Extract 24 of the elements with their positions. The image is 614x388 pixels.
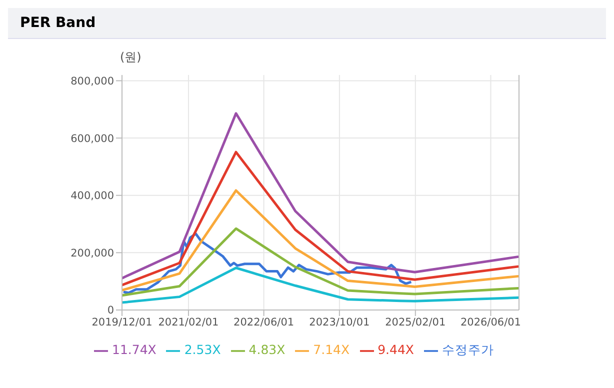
x-tick-label: 2021/02/01	[158, 316, 219, 328]
line-series	[122, 227, 519, 297]
x-tick-label: 2022/06/01	[234, 316, 294, 328]
line-series	[122, 189, 519, 292]
y-tick-label: 0	[107, 304, 114, 317]
x-tick-label: 2025/02/01	[385, 316, 446, 328]
chart-title: PER Band	[8, 8, 606, 39]
x-tick-label: 2019/12/01	[92, 316, 152, 328]
x-tick-label: 2026/06/01	[460, 316, 521, 328]
line-series	[122, 112, 519, 280]
legend-label: 9.44X	[378, 342, 414, 357]
legend-label: 7.14X	[313, 342, 350, 357]
y-tick-label: 400,000	[70, 190, 114, 202]
y-axis-title: (원)	[120, 49, 142, 66]
legend-label: 2.53X	[184, 342, 221, 357]
legend-label: 수정주가	[442, 342, 494, 357]
y-tick-label: 800,000	[70, 75, 114, 88]
x-tick-label: 2023/10/01	[309, 316, 370, 328]
legend-label: 11.74X	[112, 342, 156, 357]
legend-label: 4.83X	[248, 342, 286, 357]
y-tick-label: 600,000	[70, 132, 114, 145]
y-tick-label: 200,000	[70, 247, 114, 260]
line-series	[122, 266, 519, 304]
line-series	[122, 150, 519, 286]
